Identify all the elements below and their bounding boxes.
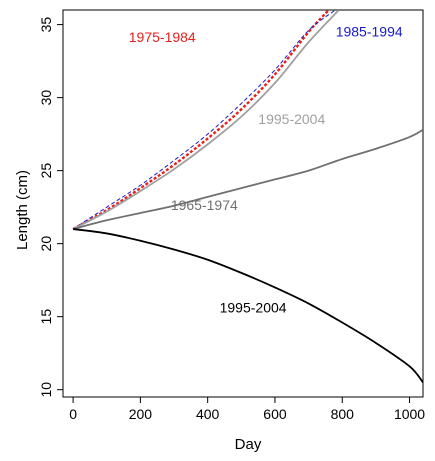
series-line-3: [72, 10, 340, 230]
x-tick-label: 1000: [394, 406, 425, 422]
series-label-1: 1975-1984: [129, 29, 196, 45]
annotation-layer: 1975-1984 1985-1994 1995-2004 1965-1974 1995…: [129, 23, 403, 315]
y-tick-label: 30: [38, 90, 54, 106]
series-layer: [72, 10, 423, 383]
x-tick-label: 800: [331, 406, 355, 422]
y-tick-label: 20: [38, 236, 54, 252]
y-tick-label: 10: [38, 382, 54, 398]
y-tick-label: 15: [38, 309, 54, 325]
series-line-1: [72, 10, 330, 231]
x-axis-label: Day: [235, 436, 262, 453]
x-tick-label: 400: [196, 406, 220, 422]
series-label-3: 1995-2004: [258, 111, 325, 127]
axis-layer: 0 200 400 600 800 1000 10 15 20 25 30 35: [38, 17, 425, 422]
x-tick-label: 200: [129, 406, 153, 422]
plot-area: [62, 9, 424, 398]
series-label-2: 1985-1994: [336, 23, 403, 39]
x-tick-label: 600: [263, 406, 287, 422]
series-line-5: [72, 228, 423, 383]
series-label-5: 1995-2004: [220, 299, 287, 315]
series-line-2: [72, 10, 336, 230]
x-tick-label: 0: [69, 406, 77, 422]
plot-frame: [62, 9, 424, 398]
y-tick-label: 25: [38, 163, 54, 179]
series-line-4: [72, 128, 423, 230]
series-label-4: 1965-1974: [171, 197, 238, 213]
y-axis-label: Length (cm): [14, 170, 31, 250]
y-tick-label: 35: [38, 17, 54, 33]
